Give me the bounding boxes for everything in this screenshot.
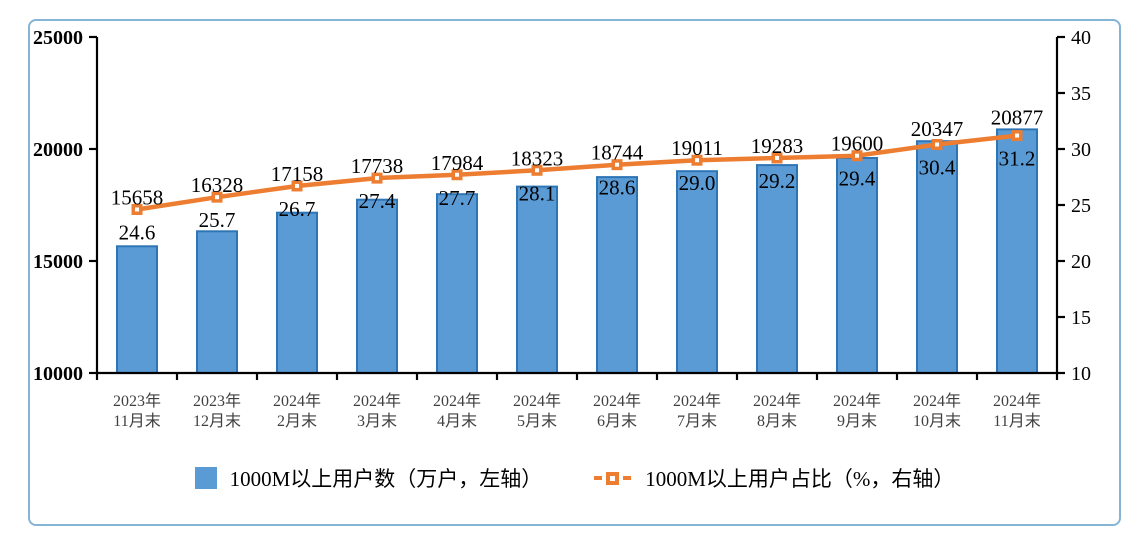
bar-9	[836, 157, 878, 374]
right-axis-tick-label: 25	[1071, 195, 1091, 217]
left-axis-tick-label: 15000	[33, 251, 83, 273]
line-value-label: 30.4	[919, 156, 956, 180]
bar-0	[116, 245, 158, 374]
bar-6	[596, 176, 638, 374]
right-axis-tick-label: 20	[1071, 251, 1091, 273]
line-value-label: 27.7	[439, 186, 476, 210]
x-axis-label-line1: 2024年	[433, 392, 481, 410]
line-value-label: 29.0	[679, 171, 716, 195]
line-marker-center	[695, 158, 699, 163]
line-value-label: 25.7	[199, 208, 236, 232]
x-axis-label-line1: 2023年	[113, 392, 161, 410]
bar-value-label: 16328	[191, 173, 244, 197]
line-marker-center	[615, 162, 619, 167]
bar-8	[756, 164, 798, 374]
right-axis-tick-label: 30	[1071, 139, 1091, 161]
line-marker-center	[935, 142, 939, 147]
line-marker-center	[1015, 133, 1019, 138]
line-marker-center	[375, 176, 379, 181]
x-axis-label-line1: 2024年	[753, 392, 801, 410]
x-axis-label-line2: 5月末	[517, 412, 557, 430]
line-series-marker-icon	[594, 472, 632, 485]
bar-2	[276, 211, 318, 374]
bar-3	[356, 198, 398, 374]
line-value-label: 28.6	[599, 176, 636, 200]
line-marker-center	[775, 155, 779, 160]
x-axis-label-line2: 7月末	[677, 412, 717, 430]
bar-value-label: 19600	[831, 132, 884, 156]
x-axis-label-line2: 9月末	[837, 412, 877, 430]
bar-value-label: 18323	[511, 146, 564, 170]
bar-value-label: 19283	[751, 134, 804, 158]
axis-lines	[95, 37, 1059, 375]
x-axis-label-line2: 2月末	[277, 412, 317, 430]
x-axis-label-line1: 2024年	[913, 392, 961, 410]
line-value-label: 28.1	[519, 181, 556, 205]
chart-legend: 1000M以上用户数（万户，左轴） 1000M以上用户占比（%，右轴）	[28, 455, 1121, 501]
bar-value-label: 19011	[671, 136, 723, 160]
bar-value-label: 17984	[431, 151, 484, 175]
x-axis-label-line2: 4月末	[437, 412, 477, 430]
left-axis-tick-label: 25000	[33, 27, 83, 49]
x-axis-label-line1: 2024年	[833, 392, 881, 410]
x-axis-label-line2: 11月末	[113, 412, 160, 430]
x-axis-label-line2: 10月末	[913, 412, 961, 430]
bar-4	[436, 193, 478, 374]
x-axis-label-line1: 2024年	[513, 392, 561, 410]
line-marker-center	[135, 207, 139, 212]
line-value-label: 24.6	[119, 221, 156, 245]
x-axis-label-line2: 3月末	[357, 412, 397, 430]
bar-1	[196, 230, 238, 374]
right-axis-tick-label: 40	[1071, 27, 1091, 49]
line-value-label: 29.4	[839, 167, 876, 191]
x-axis-label-line1: 2024年	[673, 392, 721, 410]
line-marker-center	[535, 168, 539, 173]
line-marker-center	[855, 153, 859, 158]
bar-series-swatch-icon	[194, 467, 217, 489]
x-axis-label-line1: 2024年	[593, 392, 641, 410]
bar-10	[916, 140, 958, 374]
bar-value-label: 20347	[911, 117, 964, 141]
bar-5	[516, 185, 558, 374]
bar-value-label: 18744	[591, 141, 644, 165]
x-axis-label-line1: 2024年	[993, 392, 1041, 410]
line-value-label: 26.7	[279, 197, 316, 221]
right-axis-tick-label: 10	[1071, 363, 1091, 385]
x-axis-label-line2: 12月末	[193, 412, 241, 430]
line-value-label: 31.2	[999, 147, 1036, 171]
line-value-label: 29.2	[759, 169, 796, 193]
bar-value-label: 15658	[111, 186, 164, 210]
line-marker-center	[455, 172, 459, 177]
x-axis-label-line2: 6月末	[597, 412, 637, 430]
line-marker-center	[295, 183, 299, 188]
bar-value-label: 17158	[271, 162, 324, 186]
percentage-line	[136, 133, 1018, 212]
x-axis-label-line2: 11月末	[993, 412, 1040, 430]
bar-7	[676, 170, 718, 374]
right-axis-tick-label: 35	[1071, 83, 1091, 105]
x-axis-label-line1: 2023年	[193, 392, 241, 410]
line-marker-center	[215, 195, 219, 200]
legend-entry-line-series: 1000M以上用户占比（%，右轴）	[594, 463, 954, 493]
right-axis-tick-label: 15	[1071, 307, 1091, 329]
x-axis-label-line2: 8月末	[757, 412, 797, 430]
left-axis-tick-label: 10000	[33, 363, 83, 385]
line-value-label: 27.4	[359, 189, 396, 213]
left-axis-tick-label: 20000	[33, 139, 83, 161]
bar-value-label: 20877	[991, 105, 1044, 129]
bar-value-label: 17738	[351, 154, 404, 178]
line-series-legend-label: 1000M以上用户占比（%，右轴）	[645, 467, 955, 491]
bar-series-legend-label: 1000M以上用户数（万户，左轴）	[229, 467, 543, 491]
x-axis-label-line1: 2024年	[273, 392, 321, 410]
legend-entry-bar-series: 1000M以上用户数（万户，左轴）	[194, 463, 543, 493]
x-axis-label-line1: 2024年	[353, 392, 401, 410]
